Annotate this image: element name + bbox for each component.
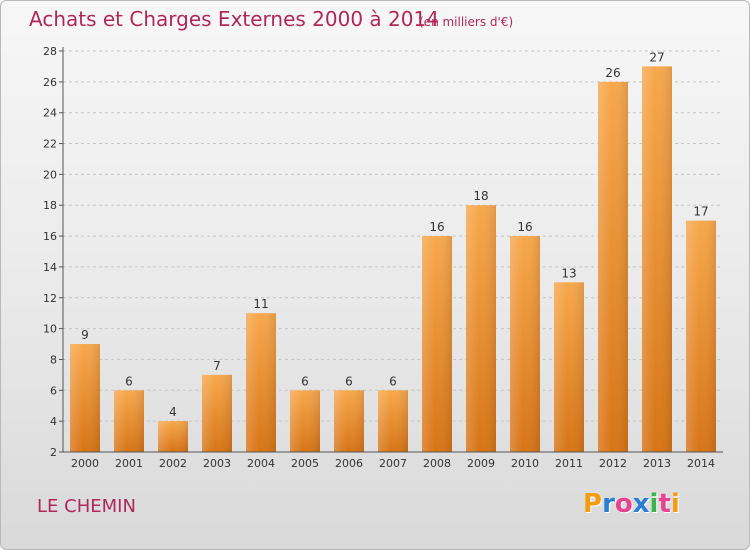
y-tick-label: 20 bbox=[43, 168, 57, 181]
x-tick-label: 2004 bbox=[247, 457, 275, 470]
logo-letter: P bbox=[583, 489, 603, 519]
x-tick-label: 2012 bbox=[599, 457, 627, 470]
logo-letter: i bbox=[670, 489, 680, 519]
y-tick-label: 4 bbox=[50, 415, 57, 428]
x-tick-label: 2008 bbox=[423, 457, 451, 470]
bar-shade bbox=[202, 374, 232, 452]
bar-shade bbox=[290, 390, 320, 452]
data-label: 6 bbox=[301, 374, 309, 388]
data-label: 11 bbox=[253, 297, 268, 311]
data-label: 4 bbox=[169, 405, 177, 419]
logo-letter: t bbox=[658, 489, 671, 519]
bar-shade bbox=[598, 81, 628, 452]
x-tick-label: 2007 bbox=[379, 457, 407, 470]
data-label: 16 bbox=[517, 220, 532, 234]
y-tick-label: 26 bbox=[43, 76, 57, 89]
bar-shade bbox=[686, 220, 716, 452]
bar-shade bbox=[334, 390, 364, 452]
y-tick-label: 14 bbox=[43, 261, 57, 274]
x-tick-label: 2001 bbox=[115, 457, 143, 470]
x-tick-label: 2014 bbox=[687, 457, 715, 470]
bar-shade bbox=[114, 390, 144, 452]
x-tick-label: 2009 bbox=[467, 457, 495, 470]
unit-note: (en milliers d'€) bbox=[419, 15, 514, 29]
bars bbox=[70, 66, 716, 452]
x-tick-label: 2010 bbox=[511, 457, 539, 470]
y-tick-label: 22 bbox=[43, 138, 57, 151]
y-tick-label: 8 bbox=[50, 353, 57, 366]
data-label: 27 bbox=[649, 50, 664, 64]
data-label: 18 bbox=[473, 189, 488, 203]
y-tick-label: 28 bbox=[43, 45, 57, 58]
bar-shade bbox=[378, 390, 408, 452]
y-tick-label: 16 bbox=[43, 230, 57, 243]
y-tick-label: 6 bbox=[50, 384, 57, 397]
data-label: 6 bbox=[345, 374, 353, 388]
data-label: 6 bbox=[125, 374, 133, 388]
logo-letter: r bbox=[602, 489, 615, 519]
data-label: 26 bbox=[605, 66, 620, 80]
data-label: 16 bbox=[429, 220, 444, 234]
y-tick-label: 24 bbox=[43, 107, 57, 120]
x-tick-label: 2003 bbox=[203, 457, 231, 470]
x-tick-label: 2006 bbox=[335, 457, 363, 470]
bar-shade bbox=[422, 236, 452, 452]
data-label: 9 bbox=[81, 328, 89, 342]
x-tick-label: 2002 bbox=[159, 457, 187, 470]
data-label: 7 bbox=[213, 359, 221, 373]
data-label: 6 bbox=[389, 374, 397, 388]
bar-shade bbox=[70, 344, 100, 452]
bar-shade bbox=[642, 66, 672, 452]
x-axis-ticks: 2000 2001 2002 2003 2004 2005 2006 2007 2008 2009… bbox=[71, 457, 715, 470]
y-tick-label: 12 bbox=[43, 292, 57, 305]
x-tick-label: 2011 bbox=[555, 457, 583, 470]
bar-shade bbox=[466, 205, 496, 452]
data-label: 13 bbox=[561, 266, 576, 280]
bar-shade bbox=[554, 282, 584, 452]
logo-letter: i bbox=[649, 489, 659, 519]
x-tick-label: 2005 bbox=[291, 457, 319, 470]
proxiti-logo: Proxiti bbox=[583, 489, 680, 519]
y-tick-label: 18 bbox=[43, 199, 57, 212]
bar-shade bbox=[158, 421, 188, 452]
x-tick-label: 2013 bbox=[643, 457, 671, 470]
data-label: 17 bbox=[693, 205, 708, 219]
chart-title: Achats et Charges Externes 2000 à 2014 bbox=[29, 7, 439, 31]
x-tick-label: 2000 bbox=[71, 457, 99, 470]
bar-shade bbox=[510, 236, 540, 452]
commune-name: LE CHEMIN bbox=[37, 496, 136, 517]
y-tick-label: 2 bbox=[50, 446, 57, 459]
y-tick-label: 10 bbox=[43, 323, 57, 336]
logo-letter: o bbox=[614, 489, 633, 519]
bar-shade bbox=[246, 313, 276, 452]
data-labels: 9 6 4 7 11 6 6 6 16 18 16 13 26 27 17 bbox=[81, 50, 708, 419]
logo-letter: x bbox=[632, 489, 650, 519]
